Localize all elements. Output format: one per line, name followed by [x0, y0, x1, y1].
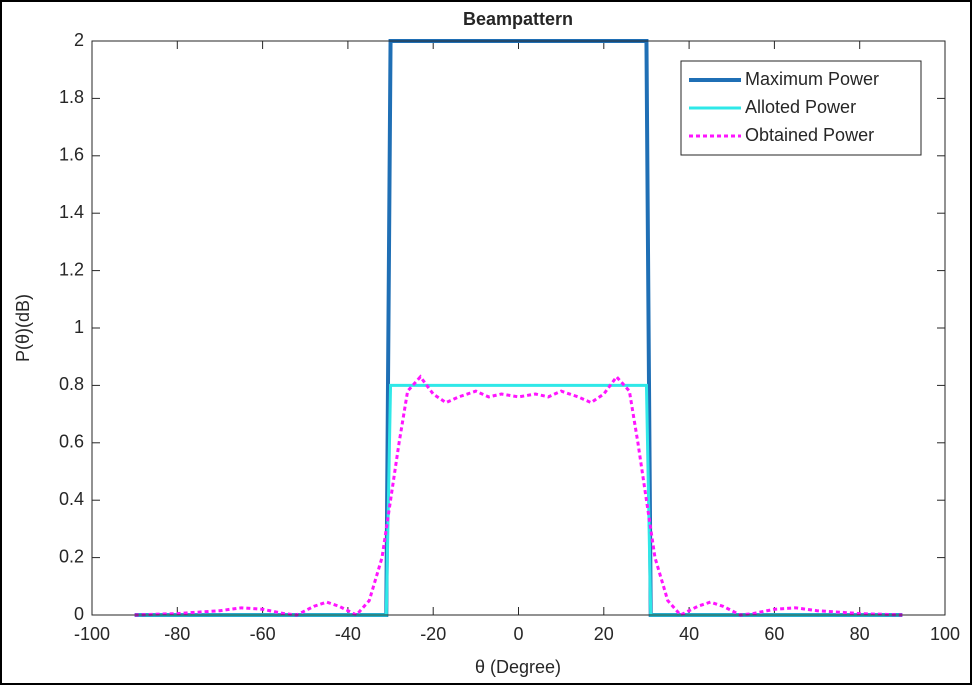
y-tick-label: 0.6 [59, 432, 84, 452]
x-tick-label: -80 [164, 624, 190, 644]
y-tick-label: 0.8 [59, 374, 84, 394]
legend-label: Alloted Power [745, 97, 856, 117]
y-tick-label: 1.6 [59, 145, 84, 165]
x-tick-label: 40 [679, 624, 699, 644]
x-tick-label: 80 [850, 624, 870, 644]
y-tick-label: 0 [74, 604, 84, 624]
x-tick-label: -100 [74, 624, 110, 644]
legend-label: Obtained Power [745, 125, 874, 145]
x-tick-label: 100 [930, 624, 960, 644]
y-tick-label: 0.4 [59, 489, 84, 509]
plot-box [91, 40, 946, 616]
x-tick-label: 60 [764, 624, 784, 644]
y-axis-label: P(θ)(dB) [13, 294, 33, 362]
y-tick-label: 1.4 [59, 202, 84, 222]
x-tick-label: -60 [250, 624, 276, 644]
chart-title: Beampattern [463, 9, 573, 29]
x-tick-label: -40 [335, 624, 361, 644]
x-tick-label: 0 [513, 624, 523, 644]
y-tick-label: 2 [74, 30, 84, 50]
y-tick-label: 1.2 [59, 259, 84, 279]
x-tick-label: -20 [420, 624, 446, 644]
y-tick-label: 1 [74, 317, 84, 337]
y-tick-label: 1.8 [59, 87, 84, 107]
series-line [134, 374, 903, 617]
x-axis-label: θ (Degree) [475, 657, 561, 677]
x-tick-label: 20 [594, 624, 614, 644]
y-tick-label: 0.2 [59, 546, 84, 566]
legend-label: Maximum Power [745, 69, 879, 89]
